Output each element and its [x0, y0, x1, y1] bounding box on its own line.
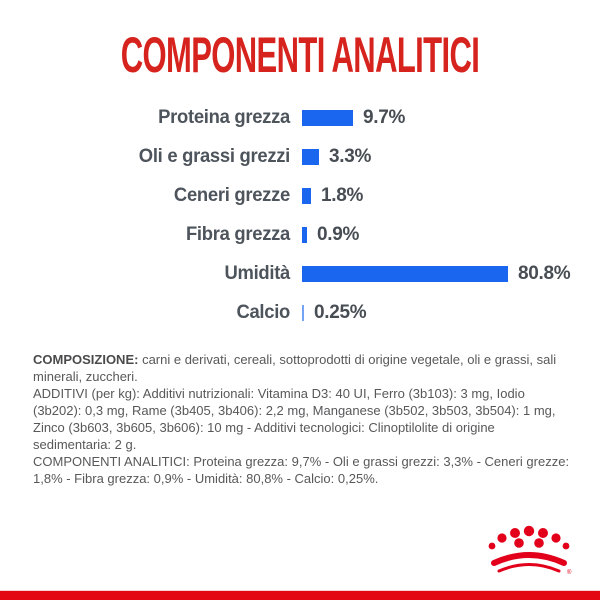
chart-value-label: 1.8%: [321, 184, 364, 206]
royal-canin-crown-logo: ®: [488, 525, 572, 576]
chart-category-label: Proteina grezza: [158, 106, 290, 128]
chart-row: Fibra grezza 0.9%: [0, 215, 600, 254]
componenti-analitici-paragraph: COMPONENTI ANALITICI: Proteina grezza: 9…: [33, 454, 570, 486]
chart-value-label: 0.25%: [314, 301, 367, 323]
chart-value-label: 3.3%: [329, 145, 372, 167]
chart-row: Oli e grassi grezzi 3.3%: [0, 137, 600, 176]
chart-category-label: Ceneri grezze: [173, 184, 290, 206]
chart-bar: [302, 109, 353, 126]
chart-row: Proteina grezza 9.7%: [0, 98, 600, 137]
chart-bar: [302, 148, 319, 165]
chart-category-label: Fibra grezza: [185, 223, 290, 245]
chart-row: Calcio 0.25%: [0, 293, 600, 332]
legal-text-block: COMPOSIZIONE: carni e derivati, cereali,…: [33, 351, 570, 487]
composizione-label: COMPOSIZIONE:: [33, 352, 139, 367]
footer-red-strip: [0, 590, 600, 600]
chart-bar: [302, 226, 307, 243]
chart-row: Ceneri grezze 1.8%: [0, 176, 600, 215]
chart-category-label: Oli e grassi grezzi: [138, 145, 290, 167]
composizione-paragraph: COMPOSIZIONE: carni e derivati, cereali,…: [33, 351, 570, 385]
chart-value-label: 0.9%: [317, 223, 360, 245]
page-title: COMPONENTI ANALITICI: [120, 27, 480, 83]
chart-category-label: Calcio: [236, 301, 290, 323]
registered-trademark-glyph: ®: [567, 569, 572, 576]
chart-category-label: Umidità: [224, 262, 290, 284]
analytical-components-chart: Proteina grezza 9.7% Oli e grassi grezzi 3.…: [0, 98, 600, 332]
chart-value-label: 9.7%: [363, 106, 406, 128]
chart-bar: [302, 187, 311, 204]
additivi-paragraph: ADDITIVI (per kg): Additivi nutrizionali…: [33, 386, 556, 452]
chart-row: Umidità 80.8%: [0, 254, 600, 293]
chart-bar: [302, 304, 304, 321]
chart-bar: [302, 265, 508, 282]
composizione-body: carni e derivati, cereali, sottoprodotti…: [33, 352, 557, 384]
chart-value-label: 80.8%: [518, 262, 571, 284]
